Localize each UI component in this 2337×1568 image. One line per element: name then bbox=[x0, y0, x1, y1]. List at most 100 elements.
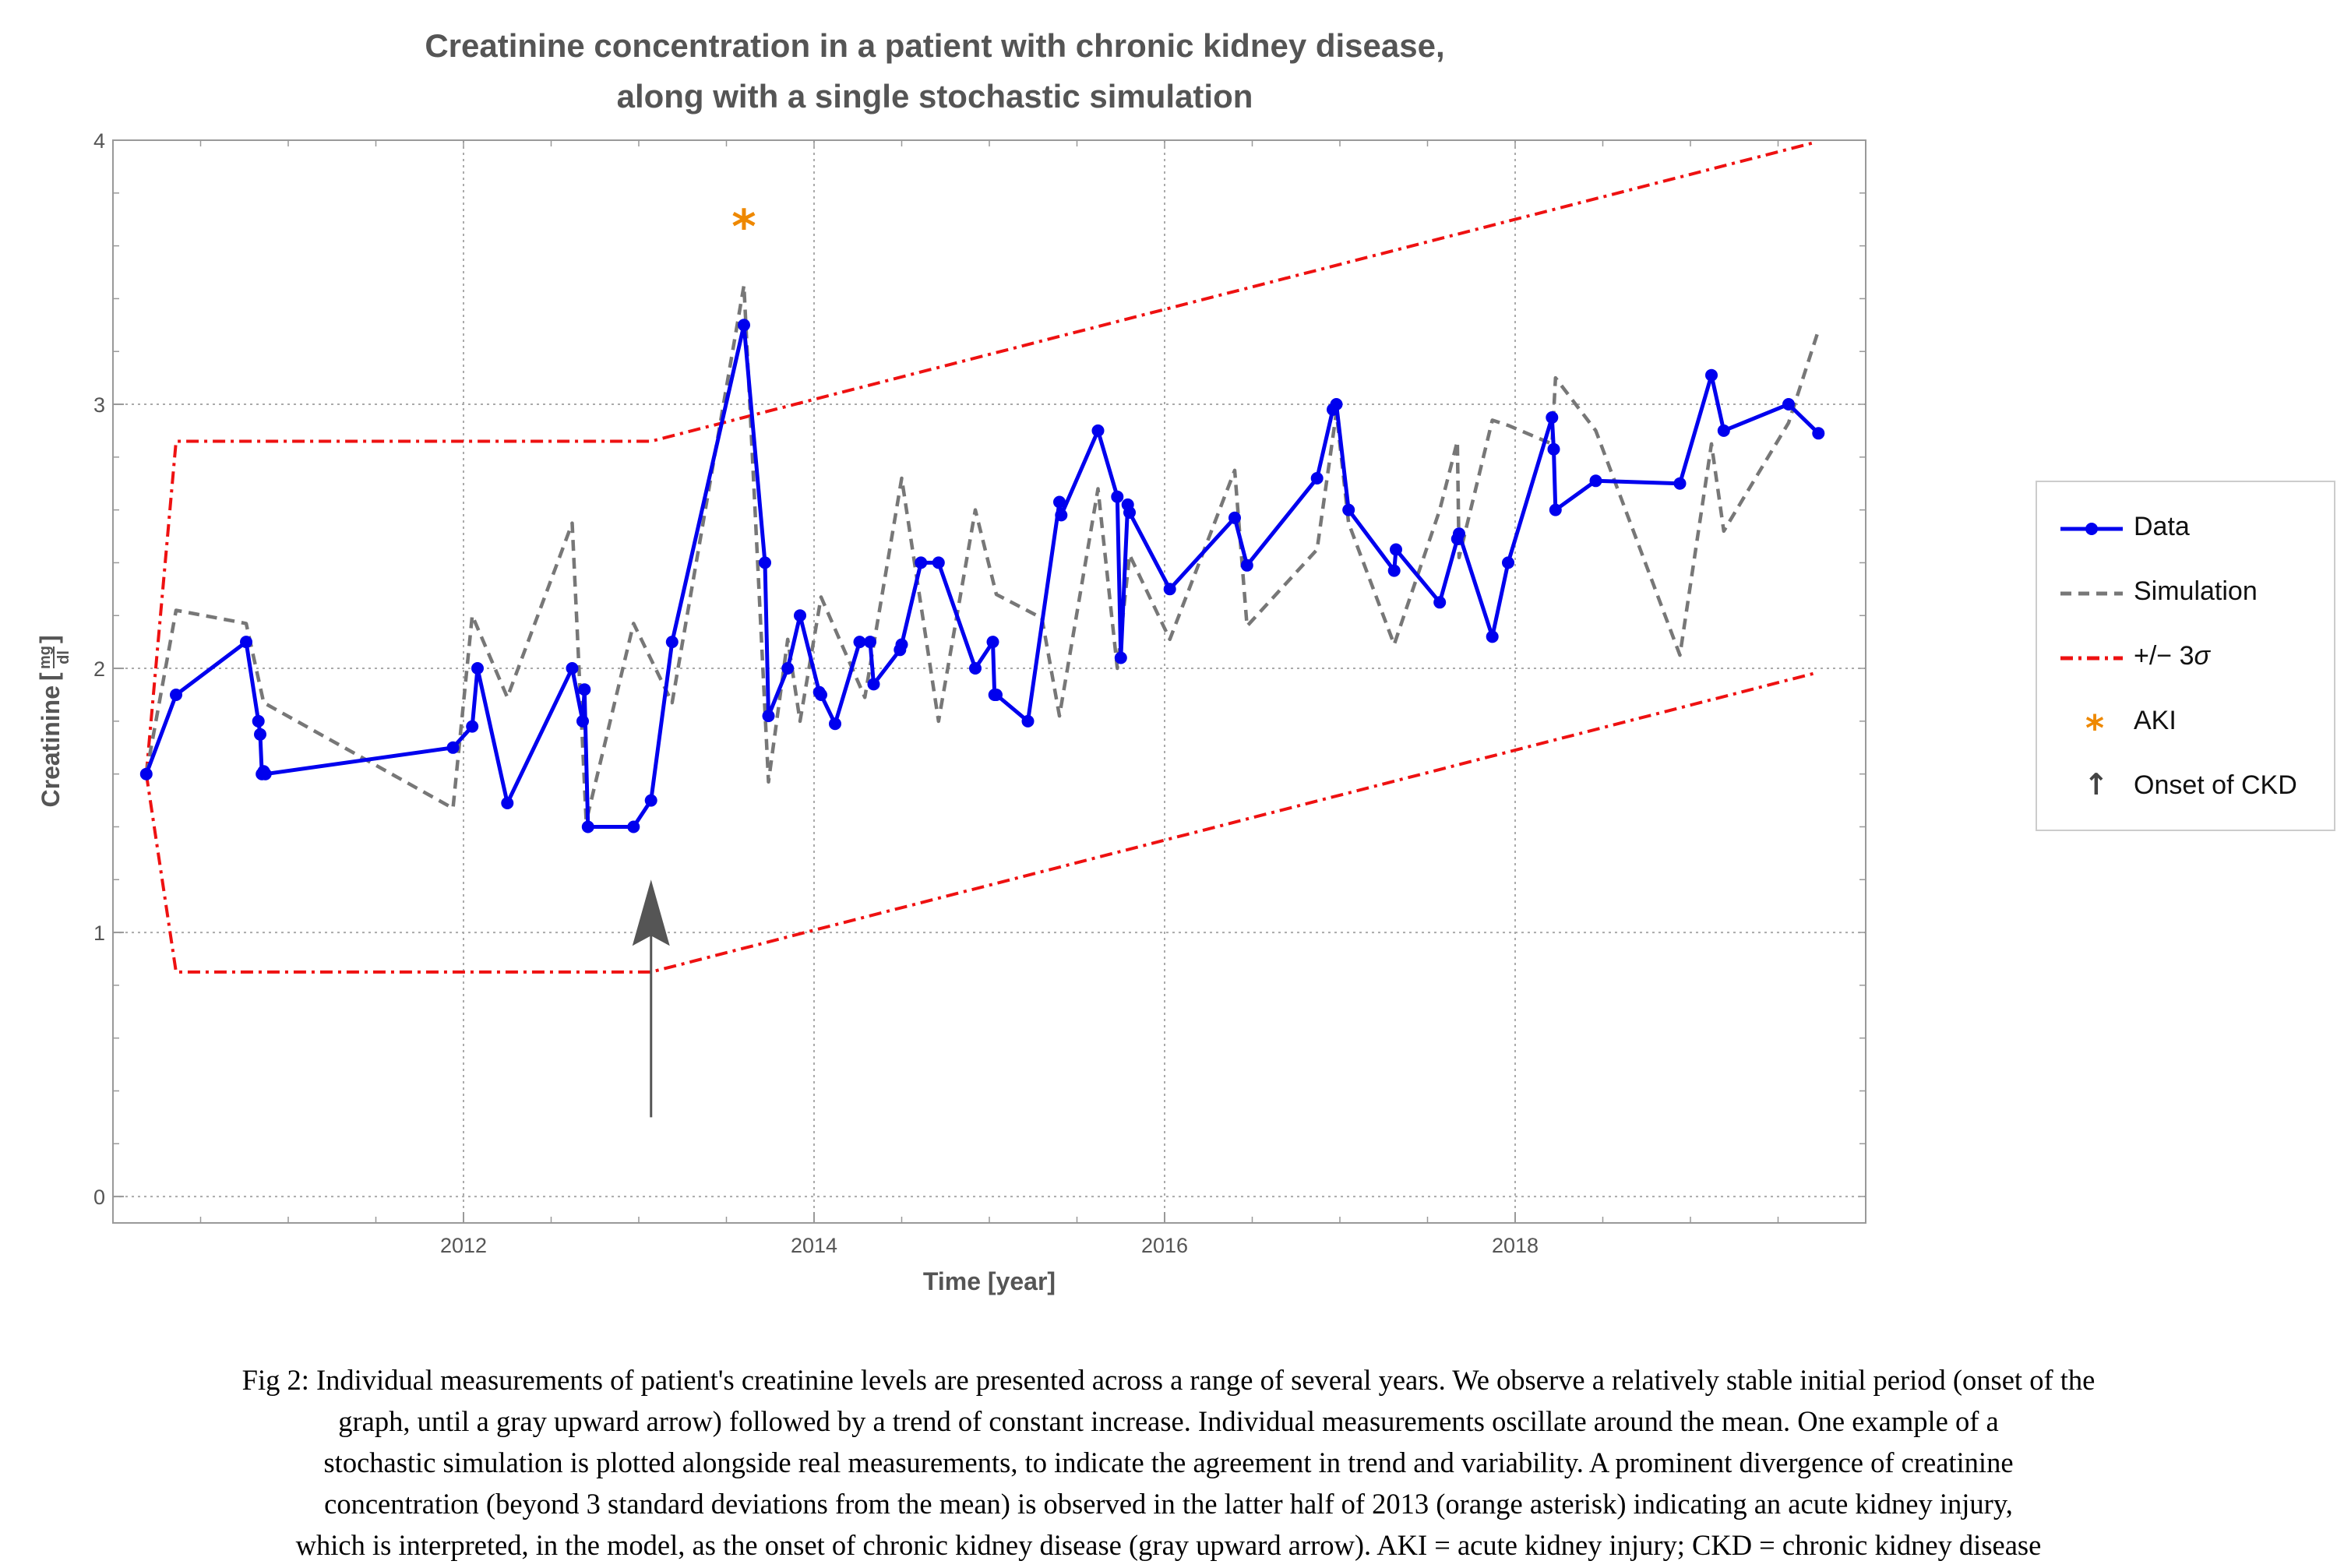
data-point bbox=[759, 556, 771, 569]
sigma-lower-line bbox=[144, 671, 1814, 974]
caption-line: stochastic simulation is plotted alongsi… bbox=[323, 1446, 2014, 1478]
y-axis-unit-numerator: mg bbox=[37, 646, 54, 669]
sigma-band bbox=[144, 141, 1814, 974]
legend-label-sigma-text: +/− 3 bbox=[2134, 641, 2194, 671]
data-point bbox=[1717, 424, 1730, 437]
data-point bbox=[471, 662, 484, 675]
data-point bbox=[1053, 495, 1066, 509]
grid-lines bbox=[113, 140, 1866, 1223]
data-point bbox=[170, 689, 182, 701]
y-tick-label: 1 bbox=[93, 921, 105, 945]
x-tick-label: 2018 bbox=[1492, 1234, 1539, 1257]
data-point bbox=[1782, 398, 1795, 410]
chart-title-line-1: Creatinine concentration in a patient wi… bbox=[425, 27, 1445, 64]
y-tick-label: 3 bbox=[93, 393, 105, 417]
data-point bbox=[895, 638, 908, 651]
data-point bbox=[1812, 427, 1825, 440]
caption-line: concentration (beyond 3 standard deviati… bbox=[324, 1488, 2013, 1520]
data-point bbox=[1547, 442, 1560, 456]
data-point bbox=[1342, 503, 1355, 516]
data-point bbox=[969, 662, 982, 675]
data-point bbox=[867, 678, 880, 691]
caption-line: graph, until a gray upward arrow) follow… bbox=[338, 1405, 1999, 1437]
y-axis-bracket-right: ] bbox=[35, 635, 63, 643]
data-point bbox=[815, 689, 827, 701]
data-point bbox=[240, 636, 252, 649]
data-point bbox=[665, 636, 679, 649]
caption-line: which is interpreted, in the model, as t… bbox=[295, 1529, 2042, 1561]
legend-item-simulation: Simulation bbox=[2037, 570, 2335, 617]
data-point bbox=[1330, 398, 1343, 410]
data-point bbox=[829, 717, 841, 731]
figure-caption: Fig 2: Individual measurements of patien… bbox=[47, 1359, 2290, 1566]
up-arrow-icon: ↑ bbox=[2084, 767, 2109, 802]
data-point bbox=[1546, 411, 1559, 424]
data-point bbox=[1453, 527, 1465, 541]
data-point bbox=[915, 556, 928, 569]
data-point bbox=[1228, 511, 1241, 524]
chart-title-line-2: along with a single stochastic simulatio… bbox=[616, 78, 1253, 115]
data-point bbox=[864, 636, 876, 649]
legend-item-onset-ckd: ↑ Onset of CKD bbox=[2037, 764, 2335, 811]
x-tick-label: 2012 bbox=[440, 1234, 487, 1257]
legend-sigma-line bbox=[2060, 656, 2123, 661]
legend-label-data: Data bbox=[2134, 512, 2190, 541]
data-point bbox=[1021, 714, 1035, 728]
data-point bbox=[581, 820, 594, 833]
data-point bbox=[1673, 477, 1687, 490]
legend-item-aki: * AKI bbox=[2037, 699, 2335, 749]
data-point bbox=[1549, 503, 1562, 516]
y-axis-bracket-left: [ bbox=[35, 672, 63, 681]
data-point bbox=[1387, 564, 1401, 577]
legend-item-data: Data bbox=[2037, 506, 2335, 552]
data-point bbox=[566, 662, 579, 675]
data-point bbox=[252, 714, 265, 728]
data-point bbox=[1114, 651, 1127, 664]
data-point bbox=[1055, 509, 1068, 522]
simulation-line bbox=[144, 284, 1821, 823]
creatinine-line-chart: 2012 2014 2016 2018 0 1 2 3 4 * Creatinine [ mg … bbox=[35, 129, 1866, 1257]
data-point bbox=[1123, 506, 1136, 519]
data-point bbox=[794, 609, 806, 622]
data-point bbox=[986, 636, 999, 649]
sigma-upper-line bbox=[144, 141, 1814, 774]
data-point bbox=[1502, 556, 1514, 569]
legend-item-sigma-band: +/− 3σ bbox=[2037, 635, 2335, 682]
data-point bbox=[762, 710, 775, 723]
data-point bbox=[139, 767, 153, 780]
y-tick-label: 2 bbox=[93, 657, 105, 681]
caption-line: Fig 2: Individual measurements of patien… bbox=[241, 1364, 2096, 1396]
data-point bbox=[1111, 490, 1124, 503]
asterisk-icon: * bbox=[2085, 707, 2105, 749]
legend-label-simulation: Simulation bbox=[2134, 576, 2258, 606]
data-point bbox=[1589, 474, 1602, 488]
data-point bbox=[1310, 472, 1324, 484]
data-line bbox=[144, 322, 1821, 829]
annotations: * bbox=[632, 200, 756, 1118]
plot-frame bbox=[112, 139, 1866, 1224]
data-point bbox=[466, 720, 479, 733]
legend: Data Simulation +/− 3σ * AKI ↑ Onset of … bbox=[2036, 481, 2335, 831]
data-point bbox=[254, 728, 266, 741]
y-tick-label: 4 bbox=[93, 129, 105, 153]
data-point bbox=[644, 794, 657, 807]
data-point bbox=[1163, 583, 1176, 596]
legend-data-line-marker bbox=[2060, 523, 2123, 535]
y-axis-title: Creatinine [ mg dl ] bbox=[35, 635, 72, 807]
data-point bbox=[259, 767, 272, 780]
x-tick-label: 2016 bbox=[1141, 1234, 1188, 1257]
data-point bbox=[578, 683, 591, 696]
y-axis-label: Creatinine bbox=[37, 685, 65, 807]
data-point bbox=[1705, 368, 1718, 382]
data-point bbox=[853, 636, 866, 649]
data-point bbox=[1240, 558, 1253, 572]
x-axis-title: Time [year] bbox=[922, 1267, 1056, 1295]
onset-ckd-arrow-head bbox=[632, 879, 670, 946]
data-point bbox=[1390, 543, 1402, 556]
data-series bbox=[139, 319, 1825, 833]
data-point bbox=[932, 556, 945, 569]
legend-simulation-line bbox=[2060, 591, 2123, 596]
data-point bbox=[627, 820, 640, 833]
y-axis-unit-denominator: dl bbox=[55, 650, 72, 664]
axis-ticks: 2012 2014 2016 2018 0 1 2 3 4 bbox=[93, 129, 1866, 1257]
